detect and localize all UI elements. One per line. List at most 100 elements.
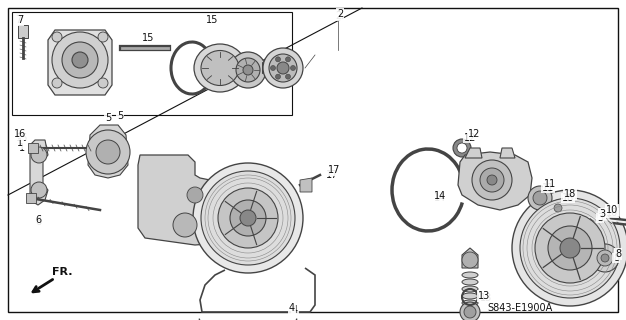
Text: 5: 5 [105,113,111,123]
Circle shape [535,213,605,283]
Text: 17: 17 [328,165,340,175]
Text: 18: 18 [562,193,574,203]
Ellipse shape [462,293,478,299]
Polygon shape [48,30,112,95]
Ellipse shape [201,51,239,85]
Circle shape [218,188,278,248]
Circle shape [548,226,592,270]
Polygon shape [26,193,36,203]
Text: 11: 11 [544,179,556,189]
Circle shape [453,139,471,157]
Polygon shape [465,148,482,158]
Text: 7: 7 [17,15,23,25]
Text: 3: 3 [599,209,605,219]
Polygon shape [30,140,48,205]
Circle shape [173,213,197,237]
Text: 11: 11 [542,183,554,193]
Circle shape [62,42,98,78]
Text: 6: 6 [35,215,41,225]
Circle shape [243,65,253,75]
Circle shape [554,204,562,212]
Circle shape [187,187,203,203]
Circle shape [457,143,467,153]
Text: 7: 7 [15,15,21,25]
Circle shape [520,198,620,298]
Circle shape [98,78,108,88]
Circle shape [270,66,275,70]
Circle shape [86,130,130,174]
Text: 15: 15 [142,33,154,43]
Circle shape [52,32,108,88]
Circle shape [52,78,62,88]
Circle shape [269,54,297,82]
Circle shape [591,244,619,272]
Text: 4: 4 [289,303,295,313]
Text: 2: 2 [335,11,341,21]
Circle shape [290,66,295,70]
Polygon shape [458,152,532,210]
Text: 3: 3 [597,213,603,223]
Ellipse shape [462,272,478,278]
Circle shape [285,74,290,79]
Polygon shape [500,148,515,158]
Text: FR.: FR. [52,267,72,277]
Ellipse shape [462,300,478,306]
Circle shape [201,171,295,265]
Circle shape [236,58,260,82]
Circle shape [533,191,547,205]
Circle shape [275,57,280,62]
Polygon shape [28,143,38,153]
Text: S843-E1900A: S843-E1900A [488,303,553,313]
Text: 17: 17 [326,170,338,180]
Circle shape [96,140,120,164]
Text: 13: 13 [478,291,490,301]
Text: 6: 6 [35,217,41,227]
Text: 18: 18 [564,189,576,199]
Polygon shape [138,155,252,245]
Circle shape [512,190,626,306]
Circle shape [230,52,266,88]
Text: 13: 13 [480,293,492,303]
Text: 15: 15 [206,15,218,25]
Polygon shape [262,62,274,73]
Text: 8: 8 [613,253,619,263]
Circle shape [480,168,504,192]
Circle shape [601,254,609,262]
Circle shape [285,57,290,62]
Text: 16: 16 [16,133,28,143]
Polygon shape [88,125,128,178]
Ellipse shape [462,286,478,292]
Circle shape [72,52,88,68]
Circle shape [240,210,256,226]
Circle shape [263,48,303,88]
Text: 14: 14 [434,191,446,201]
Circle shape [460,302,480,320]
Text: 5: 5 [117,111,123,121]
Circle shape [550,200,566,216]
Text: 10: 10 [606,208,618,218]
Text: 1: 1 [17,138,23,148]
Circle shape [277,62,289,74]
Ellipse shape [194,44,246,92]
Circle shape [31,182,47,198]
Circle shape [464,306,476,318]
Circle shape [560,238,580,258]
Text: 8: 8 [615,249,621,259]
Circle shape [193,163,303,273]
Circle shape [597,250,613,266]
Circle shape [52,32,62,42]
Text: 14: 14 [434,193,446,203]
Circle shape [528,186,552,210]
Text: 2: 2 [337,9,343,19]
Ellipse shape [462,279,478,285]
Text: 12: 12 [468,129,480,139]
Polygon shape [462,248,478,268]
Circle shape [275,74,280,79]
Circle shape [462,252,478,268]
Text: 4: 4 [292,305,298,315]
Circle shape [472,160,512,200]
Circle shape [31,147,47,163]
Text: 12: 12 [464,133,476,143]
Text: 10: 10 [606,205,618,215]
Text: 1: 1 [19,143,25,153]
